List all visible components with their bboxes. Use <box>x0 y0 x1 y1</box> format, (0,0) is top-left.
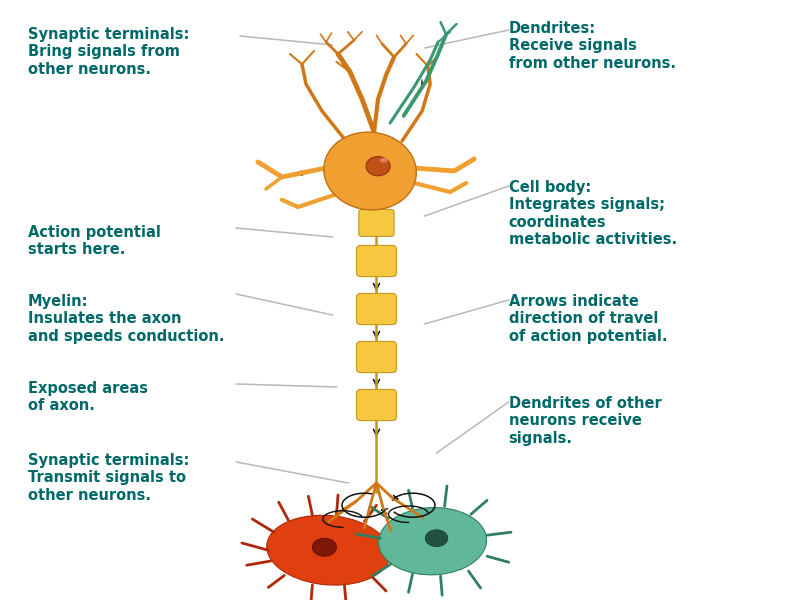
Ellipse shape <box>267 515 390 585</box>
Text: Action potential
starts here.: Action potential starts here. <box>28 225 161 257</box>
Ellipse shape <box>366 157 390 176</box>
FancyBboxPatch shape <box>356 341 396 373</box>
Ellipse shape <box>312 538 336 556</box>
FancyBboxPatch shape <box>356 389 396 421</box>
FancyBboxPatch shape <box>359 209 394 236</box>
Text: Myelin:
Insulates the axon
and speeds conduction.: Myelin: Insulates the axon and speeds co… <box>28 294 224 344</box>
Text: Dendrites:
Receive signals
from other neurons.: Dendrites: Receive signals from other ne… <box>509 21 675 71</box>
Text: Cell body:
Integrates signals;
coordinates
metabolic activities.: Cell body: Integrates signals; coordinat… <box>509 180 677 247</box>
Text: Synaptic terminals:
Transmit signals to
other neurons.: Synaptic terminals: Transmit signals to … <box>28 453 189 503</box>
FancyBboxPatch shape <box>356 245 396 277</box>
Text: Dendrites of other
neurons receive
signals.: Dendrites of other neurons receive signa… <box>509 396 662 446</box>
Text: Synaptic terminals:
Bring signals from
other neurons.: Synaptic terminals: Bring signals from o… <box>28 27 189 77</box>
Ellipse shape <box>380 158 388 163</box>
Text: Arrows indicate
direction of travel
of action potential.: Arrows indicate direction of travel of a… <box>509 294 667 344</box>
Ellipse shape <box>379 508 486 575</box>
Text: Exposed areas
of axon.: Exposed areas of axon. <box>28 381 148 413</box>
FancyBboxPatch shape <box>356 293 396 325</box>
Ellipse shape <box>324 132 417 210</box>
Ellipse shape <box>425 530 448 547</box>
